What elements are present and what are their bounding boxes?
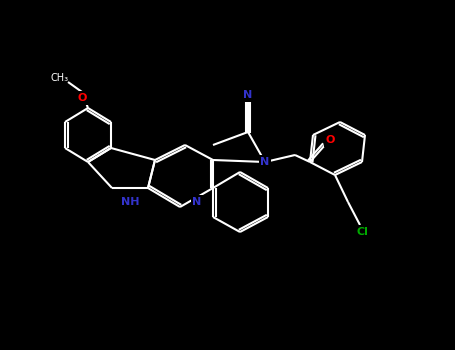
Text: N: N	[243, 90, 253, 100]
Text: O: O	[325, 135, 335, 145]
Text: N: N	[192, 197, 202, 207]
Text: O: O	[77, 93, 87, 103]
Text: NH: NH	[121, 197, 139, 207]
Text: Cl: Cl	[356, 227, 368, 237]
Text: CH₃: CH₃	[51, 73, 69, 83]
Text: N: N	[260, 157, 270, 167]
